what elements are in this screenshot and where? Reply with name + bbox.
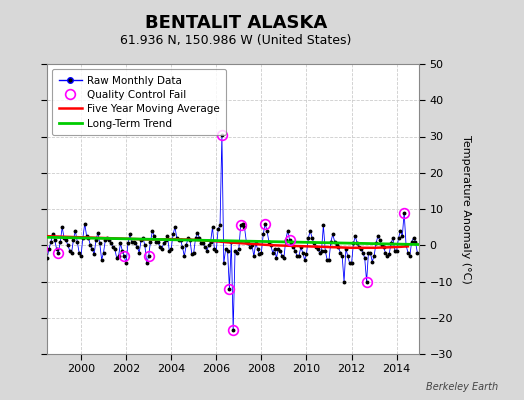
Y-axis label: Temperature Anomaly (°C): Temperature Anomaly (°C) — [462, 135, 472, 283]
Text: BENTALIT ALASKA: BENTALIT ALASKA — [145, 14, 327, 32]
Text: Berkeley Earth: Berkeley Earth — [425, 382, 498, 392]
Text: 61.936 N, 150.986 W (United States): 61.936 N, 150.986 W (United States) — [120, 34, 352, 47]
Legend: Raw Monthly Data, Quality Control Fail, Five Year Moving Average, Long-Term Tren: Raw Monthly Data, Quality Control Fail, … — [52, 69, 226, 135]
